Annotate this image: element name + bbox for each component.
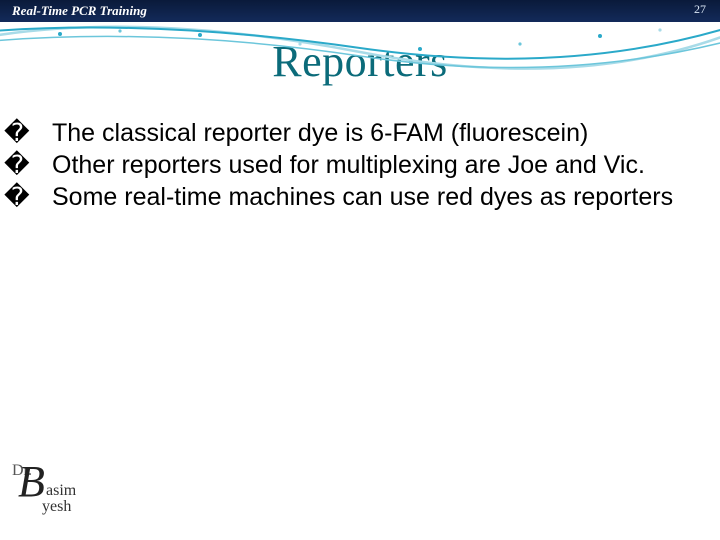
bullet-glyph: � — [28, 117, 52, 149]
bullet-text: Other reporters used for multiplexing ar… — [52, 151, 645, 179]
bullet-glyph: � — [28, 149, 52, 181]
slide-title: Reporters — [0, 36, 720, 87]
content-area: �The classical reporter dye is 6-FAM (fl… — [0, 87, 720, 213]
bullet-item: �The classical reporter dye is 6-FAM (fl… — [28, 117, 692, 149]
signature-name-bottom: yesh — [42, 498, 71, 516]
bullet-item: �Some real-time machines can use red dye… — [28, 181, 692, 213]
signature-initial: B — [18, 456, 45, 507]
page-number: 27 — [694, 2, 706, 17]
header-title: Real-Time PCR Training — [12, 3, 147, 19]
bullet-item: �Other reporters used for multiplexing a… — [28, 149, 692, 181]
header-bar: Real-Time PCR Training 27 — [0, 0, 720, 22]
author-signature: Dr. B asim yesh — [8, 462, 98, 522]
bullet-text: The classical reporter dye is 6-FAM (flu… — [52, 119, 588, 147]
bullet-text: Some real-time machines can use red dyes… — [52, 183, 673, 211]
bullet-glyph: � — [28, 181, 52, 213]
